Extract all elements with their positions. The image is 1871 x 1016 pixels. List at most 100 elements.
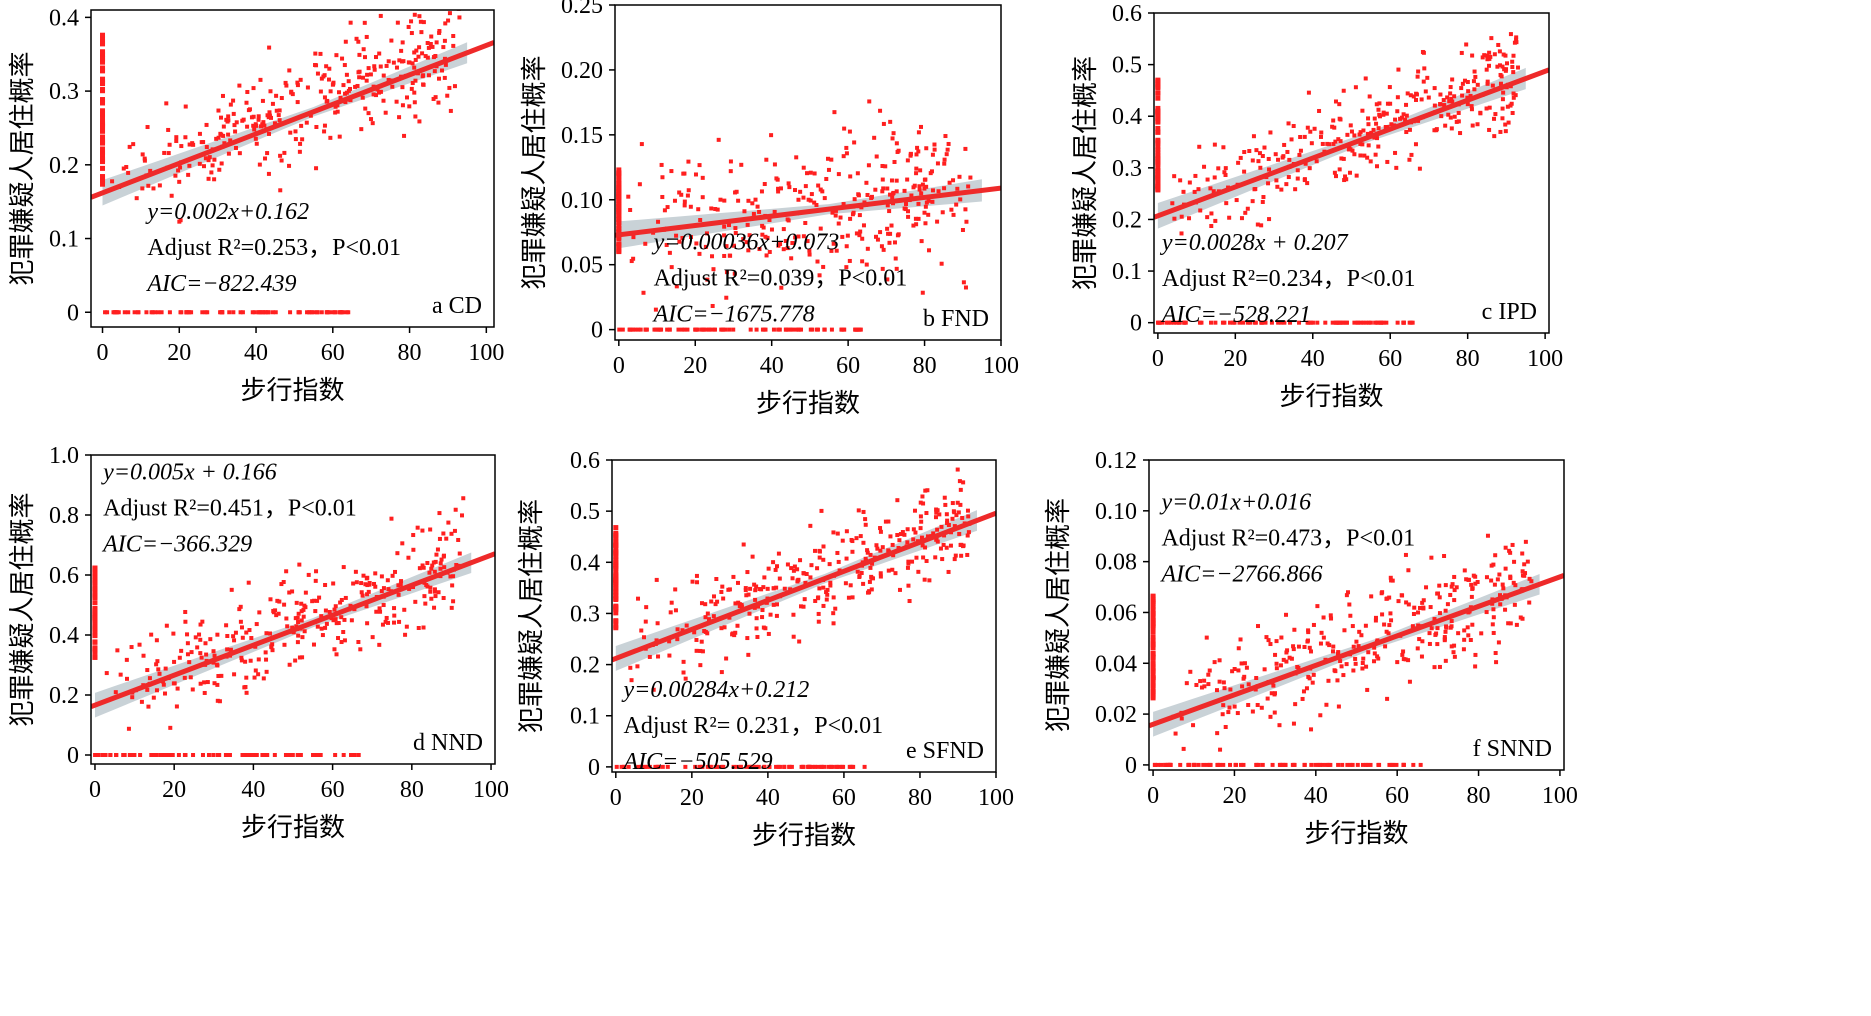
data-point [1232, 667, 1237, 672]
data-point [1333, 99, 1338, 104]
data-point [656, 219, 661, 224]
data-point [695, 580, 700, 585]
data-point [1155, 177, 1161, 183]
data-point [695, 327, 700, 332]
data-point [152, 753, 157, 757]
data-point [616, 170, 622, 176]
data-point [175, 686, 180, 691]
data-point [1345, 132, 1350, 137]
data-point [1375, 164, 1380, 169]
data-point [1155, 156, 1161, 162]
data-point [433, 559, 438, 564]
data-point [808, 523, 813, 528]
data-point [296, 611, 301, 616]
data-point [1177, 320, 1182, 325]
data-point [1513, 583, 1518, 588]
data-point [636, 327, 641, 332]
data-point [1350, 624, 1355, 629]
data-point [1396, 599, 1401, 604]
data-point [1268, 714, 1273, 719]
data-point [146, 183, 151, 188]
data-point [1376, 656, 1381, 661]
data-point [786, 181, 791, 186]
data-point [951, 178, 956, 183]
data-point [890, 136, 895, 141]
data-point [393, 569, 398, 574]
data-point [1439, 114, 1444, 119]
x-tick-label: 20 [1222, 783, 1246, 809]
data-point [865, 548, 870, 553]
data-point [1348, 762, 1353, 767]
data-point [1407, 157, 1412, 162]
data-point [356, 753, 361, 757]
data-point [1233, 762, 1238, 767]
data-point [296, 310, 301, 315]
x-tick-label: 20 [162, 777, 186, 803]
data-point [1279, 635, 1284, 640]
data-point [830, 210, 835, 215]
data-point [1204, 762, 1209, 767]
data-point [694, 648, 699, 653]
data-point [338, 600, 343, 605]
data-point [745, 570, 750, 575]
data-point [1193, 173, 1198, 178]
x-axis-label: 步行指数 [752, 821, 856, 851]
data-point [1500, 97, 1505, 102]
data-point [221, 124, 226, 129]
data-point [863, 556, 868, 561]
data-point [362, 20, 367, 25]
data-point [1302, 134, 1307, 139]
data-point [1399, 593, 1404, 598]
data-point [339, 640, 344, 645]
data-point [810, 327, 815, 332]
data-point [745, 222, 750, 227]
data-point [963, 207, 968, 212]
data-point [708, 764, 713, 769]
data-point [724, 295, 729, 300]
data-point [805, 171, 810, 176]
data-point [1333, 174, 1338, 179]
data-point [308, 113, 313, 118]
scatter-points [1155, 32, 1520, 325]
data-point [1252, 320, 1257, 325]
data-point [1514, 622, 1519, 627]
data-point [667, 639, 672, 644]
data-point [332, 647, 337, 652]
data-point [697, 764, 702, 769]
data-point [1458, 131, 1463, 136]
data-point [1360, 108, 1365, 113]
data-point [1156, 762, 1161, 767]
data-point [716, 137, 721, 142]
data-point [892, 159, 897, 164]
data-point [381, 98, 386, 103]
data-point [745, 636, 750, 641]
data-point [1326, 678, 1331, 683]
data-point [355, 83, 360, 88]
data-point [246, 580, 251, 585]
data-point [1254, 148, 1259, 153]
data-point [1449, 619, 1454, 624]
data-point [613, 557, 619, 563]
data-point [818, 226, 823, 231]
data-point [764, 253, 769, 258]
data-point [1372, 659, 1377, 664]
data-point [865, 246, 870, 251]
data-point [613, 532, 619, 538]
data-point [265, 113, 270, 118]
data-point [821, 585, 826, 590]
x-tick-label: 60 [321, 340, 345, 366]
data-point [698, 663, 703, 668]
data-point [1498, 593, 1503, 598]
data-point [911, 537, 916, 542]
data-point [824, 176, 829, 181]
data-point [356, 39, 361, 44]
data-point [822, 196, 827, 201]
data-point [1261, 195, 1266, 200]
data-point [1150, 637, 1156, 643]
data-point [644, 605, 649, 610]
data-point [942, 161, 947, 166]
data-point [965, 533, 970, 538]
data-point [1389, 618, 1394, 623]
data-point [1298, 148, 1303, 153]
